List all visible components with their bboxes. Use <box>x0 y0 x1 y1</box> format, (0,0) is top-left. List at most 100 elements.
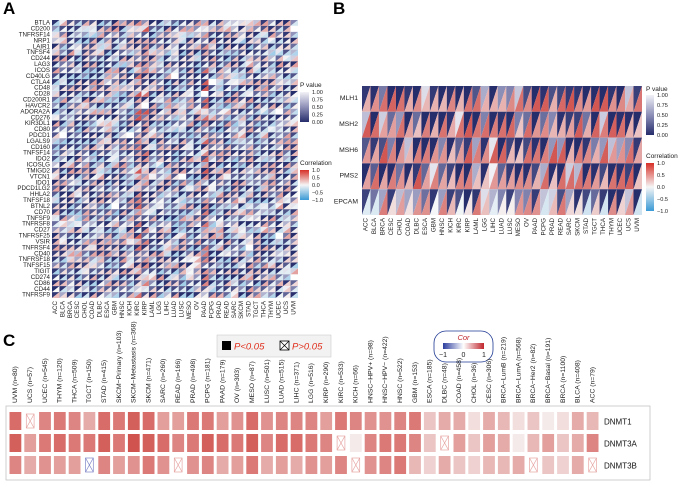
pvalue-triangle <box>230 161 239 168</box>
pvalue-triangle <box>141 274 149 281</box>
pvalue-triangle <box>245 43 254 50</box>
correlation-triangle <box>238 31 246 38</box>
cor-legend-tick: 1 <box>482 352 486 359</box>
correlation-triangle <box>230 215 239 222</box>
pvalue-triangle <box>387 111 396 138</box>
pvalue-triangle <box>275 138 284 145</box>
pvalue-triangle <box>186 238 194 245</box>
correlation-triangle <box>283 209 291 216</box>
correlation-triangle <box>171 31 179 38</box>
pvalue-triangle <box>134 73 142 80</box>
nonsig-cross <box>529 457 538 473</box>
cor-cell <box>216 434 229 452</box>
correlation-triangle <box>201 126 209 133</box>
correlation-triangle <box>223 203 231 210</box>
cor-cell <box>157 434 170 452</box>
correlation-triangle <box>186 132 194 139</box>
pvalue-triangle <box>260 286 269 293</box>
column-label: UVM <box>634 218 641 232</box>
cor-cell <box>409 434 421 452</box>
pvalue-triangle <box>208 67 216 74</box>
pvalue-triangle <box>238 238 246 245</box>
correlation-triangle <box>268 238 276 245</box>
pvalue-triangle <box>134 49 142 56</box>
correlation-triangle <box>186 144 194 151</box>
pvalue-triangle <box>275 179 284 186</box>
correlation-triangle <box>134 20 142 26</box>
correlation-triangle <box>531 86 541 112</box>
correlation-triangle <box>66 114 75 121</box>
pvalue-triangle <box>208 90 216 97</box>
correlation-triangle <box>141 43 149 50</box>
correlation-triangle <box>283 67 291 74</box>
pvalue-triangle <box>591 163 600 190</box>
legend-tick: 0.25 <box>657 123 668 129</box>
column-label: THYM (n=120) <box>57 358 64 403</box>
correlation-triangle <box>89 227 97 233</box>
correlation-triangle <box>156 221 164 228</box>
correlation-triangle <box>126 108 134 115</box>
correlation-triangle <box>290 114 298 121</box>
cor-cell <box>438 456 451 474</box>
pvalue-triangle <box>156 73 164 80</box>
pvalue-triangle <box>111 144 120 151</box>
correlation-triangle <box>421 86 430 112</box>
correlation-triangle <box>66 144 75 151</box>
pvalue-triangle <box>134 274 142 281</box>
cor-cell <box>320 412 333 430</box>
correlation-triangle <box>283 238 291 245</box>
correlation-triangle <box>134 197 142 204</box>
correlation-triangle <box>66 31 75 38</box>
correlation-triangle <box>134 79 142 86</box>
pvalue-triangle <box>557 189 566 215</box>
pvalue-triangle <box>245 256 254 263</box>
pvalue-triangle <box>268 185 276 192</box>
correlation-triangle <box>119 102 127 109</box>
correlation-triangle <box>253 256 261 263</box>
correlation-triangle <box>119 156 127 162</box>
correlation-triangle <box>66 55 75 62</box>
column-label: THCA <box>261 300 268 318</box>
correlation-triangle <box>193 79 202 86</box>
correlation-triangle <box>81 126 90 133</box>
correlation-triangle <box>290 61 298 68</box>
pvalue-triangle <box>489 111 498 138</box>
correlation-triangle <box>59 102 67 109</box>
correlation-triangle <box>223 250 231 257</box>
correlation-triangle <box>104 144 112 151</box>
pvalue-triangle <box>290 37 298 44</box>
pvalue-triangle <box>216 268 224 275</box>
correlation-triangle <box>89 179 97 186</box>
pvalue-triangle <box>238 292 246 298</box>
column-label: LUAD (n=515) <box>279 359 286 403</box>
pvalue-triangle <box>283 73 291 80</box>
correlation-triangle <box>625 189 634 215</box>
pvalue-triangle <box>238 227 246 233</box>
correlation-triangle <box>89 215 97 222</box>
pvalue-triangle <box>66 114 75 121</box>
pvalue-triangle <box>412 163 422 190</box>
pvalue-triangle <box>163 203 172 210</box>
pvalue-triangle <box>111 238 120 245</box>
pvalue-triangle <box>497 189 507 215</box>
correlation-triangle <box>216 156 224 162</box>
correlation-triangle <box>260 114 269 121</box>
pvalue-triangle <box>245 55 254 62</box>
pvalue-triangle <box>193 20 202 26</box>
pvalue-triangle <box>141 31 149 38</box>
correlation-triangle <box>253 280 261 287</box>
correlation-triangle <box>216 138 224 145</box>
column-label: LUAD <box>171 300 178 317</box>
correlation-triangle <box>178 197 187 204</box>
pvalue-triangle <box>89 114 97 121</box>
correlation-triangle <box>156 173 164 180</box>
pvalue-triangle <box>223 31 231 38</box>
pvalue-triangle <box>268 61 276 68</box>
pvalue-triangle <box>59 197 67 204</box>
pvalue-triangle <box>591 189 600 215</box>
correlation-triangle <box>104 20 112 26</box>
column-label: SKCM−Metastasis (n=368) <box>131 321 138 403</box>
pvalue-triangle <box>223 215 231 222</box>
column-label: UCEC (n=545) <box>42 358 49 403</box>
correlation-triangle <box>238 79 246 86</box>
